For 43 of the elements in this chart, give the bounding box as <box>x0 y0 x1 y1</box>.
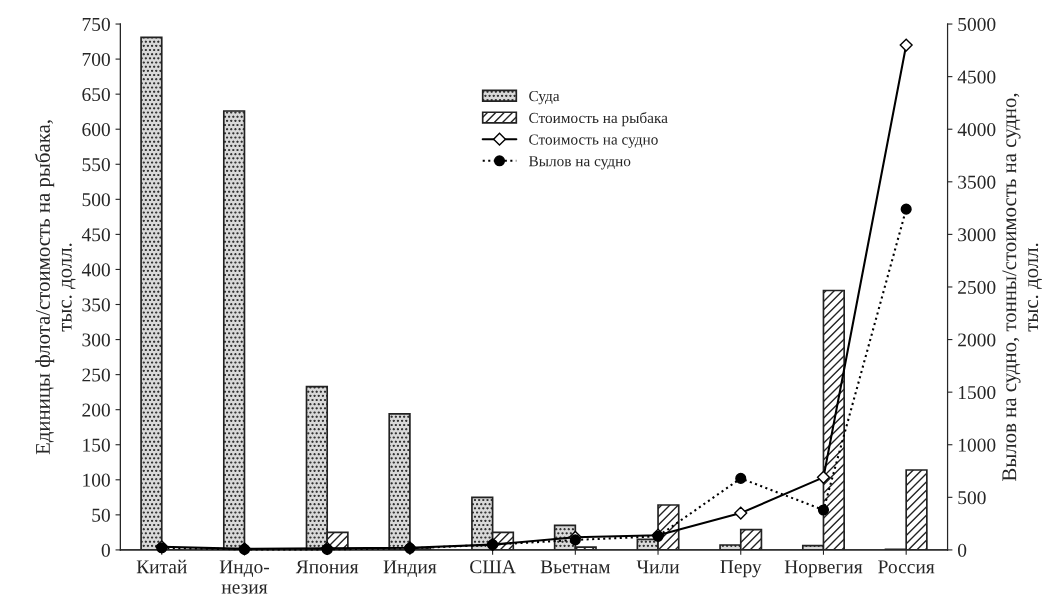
y2-tick-label: 4000 <box>957 123 996 137</box>
y-tick-label: 600 <box>82 123 110 137</box>
y-tick-label: 700 <box>82 52 110 67</box>
x-tick-label: Китай <box>136 559 187 574</box>
y-tick-label: 200 <box>82 403 110 417</box>
x-tick-label: Норвегия <box>784 560 863 578</box>
x-tick-label: Япония <box>295 560 359 574</box>
x-tick-label: Перу <box>720 560 762 578</box>
x-tick-label: США <box>470 560 516 574</box>
y2-tick-label: 0 <box>958 543 967 557</box>
legend-label: Суда <box>529 90 560 105</box>
y-tick-label: 300 <box>82 333 110 347</box>
y-tick-label: 650 <box>82 87 110 102</box>
y2-tick-label: 1500 <box>958 385 996 400</box>
legend-label: Стоимость на судно <box>529 134 658 148</box>
y-tick-label: 400 <box>81 263 110 277</box>
y2-tick-label: 1000 <box>958 438 996 452</box>
y2-tick-label: 3000 <box>958 228 996 242</box>
y-tick-label: 450 <box>81 228 110 242</box>
y-tick-label: 100 <box>83 473 110 487</box>
y2-tick-label: 500 <box>958 491 986 505</box>
legend-label: Вылов на судно <box>528 156 631 170</box>
y2-tick-label: 3500 <box>958 175 996 189</box>
y-tick-label: 350 <box>82 298 110 312</box>
y2-tick-label: 2500 <box>958 280 996 294</box>
y-tick-label: 750 <box>82 17 110 31</box>
y2-tick-label: 2000 <box>958 333 996 347</box>
x-tick-label: Чили <box>636 560 680 574</box>
legend-label: Стоимость на рыбака <box>529 112 668 127</box>
y-tick-label: 0 <box>101 543 110 557</box>
y-tick-label: 150 <box>83 438 110 452</box>
x-tick-label: Индо- незия <box>219 560 270 594</box>
y-axis-title: Единицы флота/стоимость на рыбака, тыс. долл. <box>34 120 76 455</box>
y2-axis-title: Вылов на судно, тонны/стоимость на судно, тыс. долл. <box>1002 93 1042 481</box>
x-tick-label: Вьетнам <box>540 560 611 574</box>
x-tick-label: Индия <box>383 560 437 577</box>
y-tick-label: 550 <box>82 158 110 172</box>
y2-tick-label: 4500 <box>957 70 996 84</box>
y-tick-label: 250 <box>82 368 110 382</box>
x-tick-label: Россия <box>878 560 935 574</box>
y2-tick-label: 5000 <box>958 17 996 31</box>
y-tick-label: 50 <box>92 508 110 522</box>
y-tick-label: 500 <box>82 193 110 207</box>
